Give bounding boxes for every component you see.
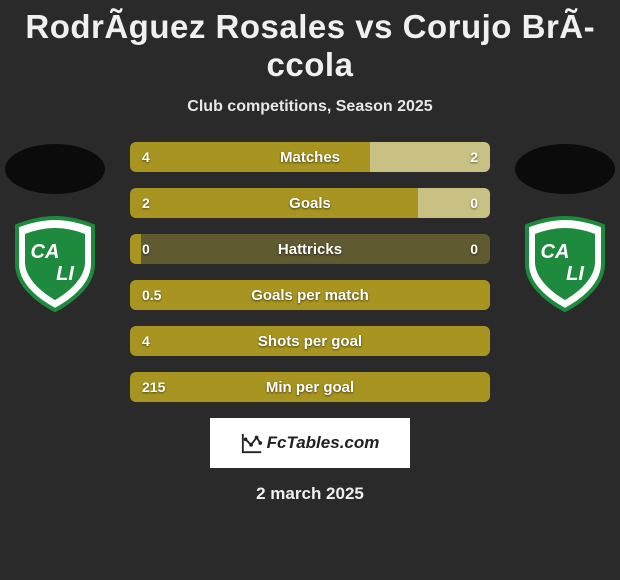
player-left-silhouette <box>5 144 105 194</box>
date-text: 2 march 2025 <box>0 484 620 504</box>
metric-track <box>130 372 490 402</box>
shield-icon: CA LI <box>515 214 615 314</box>
content-area: CA LI CA LI 42Matches20Goals00Hattricks0… <box>0 142 620 504</box>
metric-left-segment <box>130 188 418 218</box>
metric-right-segment <box>141 234 490 264</box>
metric-track <box>130 280 490 310</box>
page-subtitle: Club competitions, Season 2025 <box>0 98 620 116</box>
player-right-silhouette <box>515 144 615 194</box>
metric-left-value: 2 <box>142 188 150 218</box>
metric-left-segment <box>130 280 490 310</box>
page-title: RodrÃ­guez Rosales vs Corujo BrÃ­ccola <box>0 8 620 84</box>
metric-track <box>130 326 490 356</box>
metric-row: 215Min per goal <box>130 372 490 402</box>
metric-left-value: 4 <box>142 142 150 172</box>
metric-right-value: 2 <box>470 142 478 172</box>
metric-left-segment <box>130 326 490 356</box>
metric-right-value: 0 <box>470 234 478 264</box>
metric-track <box>130 142 490 172</box>
player-left-column: CA LI <box>0 142 110 314</box>
player-right-column: CA LI <box>510 142 620 314</box>
comparison-infographic: RodrÃ­guez Rosales vs Corujo BrÃ­ccola C… <box>0 0 620 580</box>
metrics-bars: 42Matches20Goals00Hattricks0.5Goals per … <box>130 142 490 402</box>
brand-attribution: FcTables.com <box>210 418 410 468</box>
metric-row: 42Matches <box>130 142 490 172</box>
badge-text-top: CA <box>31 241 60 263</box>
badge-text-bottom: LI <box>56 263 74 285</box>
metric-row: 4Shots per goal <box>130 326 490 356</box>
badge-text-top: CA <box>541 241 570 263</box>
metric-left-segment <box>130 142 370 172</box>
metric-row: 00Hattricks <box>130 234 490 264</box>
brand-text: FcTables.com <box>267 433 380 453</box>
player-right-badge: CA LI <box>515 214 615 314</box>
metric-left-value: 0 <box>142 234 150 264</box>
metric-right-value: 0 <box>470 188 478 218</box>
player-left-badge: CA LI <box>5 214 105 314</box>
shield-icon: CA LI <box>5 214 105 314</box>
metric-left-value: 215 <box>142 372 165 402</box>
metric-left-value: 4 <box>142 326 150 356</box>
metric-left-segment <box>130 234 141 264</box>
metric-track <box>130 234 490 264</box>
metric-row: 20Goals <box>130 188 490 218</box>
metric-left-segment <box>130 372 490 402</box>
metric-right-segment <box>418 188 490 218</box>
badge-text-bottom: LI <box>566 263 584 285</box>
metric-track <box>130 188 490 218</box>
chart-icon <box>241 432 263 454</box>
metric-row: 0.5Goals per match <box>130 280 490 310</box>
metric-left-value: 0.5 <box>142 280 161 310</box>
